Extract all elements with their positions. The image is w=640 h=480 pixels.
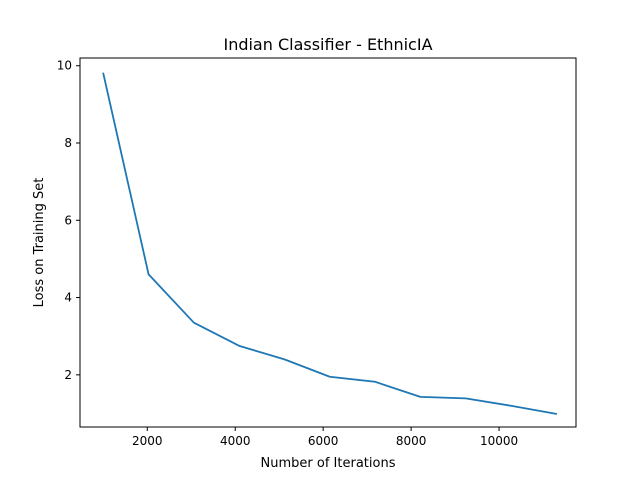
- y-axis-label: Loss on Training Set: [32, 178, 47, 308]
- y-tick-label: 6: [64, 213, 72, 227]
- x-tick-label: 4000: [220, 434, 251, 448]
- series-line: [102, 72, 558, 415]
- x-tick-label: 10000: [480, 434, 518, 448]
- y-tick-label: 10: [57, 59, 72, 73]
- chart-title: Indian Classifier - EthnicIA: [223, 35, 432, 54]
- plot-area: [79, 57, 577, 428]
- y-tick-label: 4: [64, 291, 72, 305]
- x-axis: 2000 4000 6000 8000 10000: [132, 427, 518, 448]
- y-axis: 2 4 6 8 10: [57, 59, 80, 382]
- y-tick-label: 8: [64, 136, 72, 150]
- x-tick-label: 8000: [396, 434, 427, 448]
- series-group: [102, 72, 558, 415]
- x-axis-label: Number of Iterations: [261, 456, 396, 471]
- plot-frame: [79, 57, 577, 428]
- x-tick-label: 2000: [132, 434, 163, 448]
- y-tick-label: 2: [64, 368, 72, 382]
- x-tick-label: 6000: [308, 434, 339, 448]
